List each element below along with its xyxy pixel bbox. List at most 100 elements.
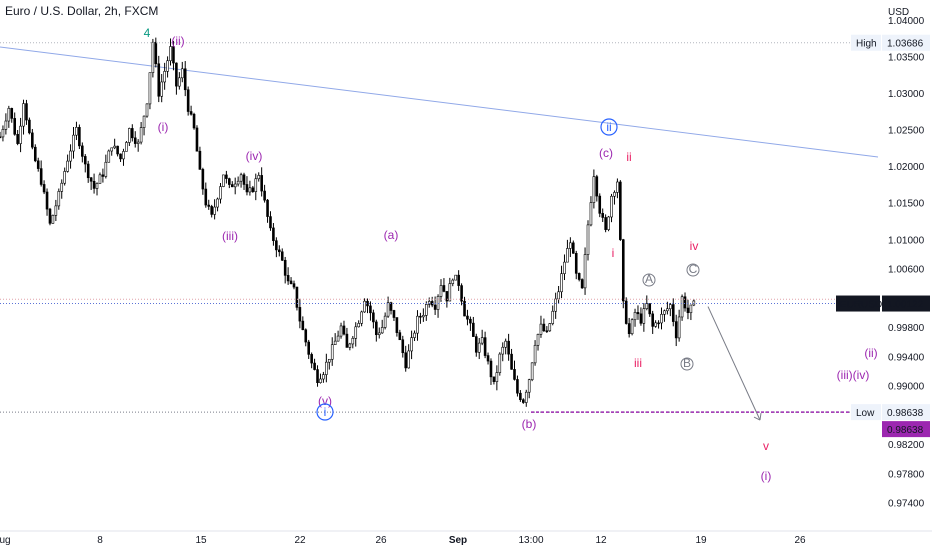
candle[interactable]	[263, 184, 266, 203]
candle[interactable]	[607, 215, 610, 232]
candle[interactable]	[495, 365, 499, 391]
projection-arrow[interactable]	[707, 306, 761, 421]
candle[interactable]	[254, 173, 258, 201]
candle[interactable]	[377, 327, 381, 339]
candle[interactable]	[33, 144, 37, 163]
candle[interactable]	[66, 154, 69, 173]
candle[interactable]	[510, 348, 513, 370]
candle[interactable]	[230, 181, 234, 188]
candle[interactable]	[442, 278, 446, 293]
candle[interactable]	[692, 299, 696, 307]
candle[interactable]	[627, 317, 631, 338]
candle[interactable]	[16, 130, 19, 146]
candle[interactable]	[657, 320, 660, 329]
candle[interactable]	[392, 309, 396, 322]
candle[interactable]	[280, 248, 284, 262]
candle[interactable]	[413, 330, 416, 342]
candle[interactable]	[404, 345, 408, 372]
candle[interactable]	[536, 333, 540, 351]
candle[interactable]	[163, 62, 166, 90]
candle[interactable]	[448, 277, 452, 302]
wave-label[interactable]: (i)	[158, 120, 169, 134]
candle[interactable]	[0, 131, 2, 139]
candle[interactable]	[613, 190, 616, 205]
candle[interactable]	[589, 196, 593, 227]
candle[interactable]	[236, 176, 240, 187]
candle[interactable]	[333, 333, 337, 345]
wave-label[interactable]: i	[316, 403, 334, 421]
candle[interactable]	[671, 298, 675, 327]
candle[interactable]	[139, 122, 143, 145]
wave-label[interactable]: ii	[600, 118, 618, 136]
candle[interactable]	[325, 353, 328, 383]
candle[interactable]	[104, 154, 108, 179]
candle[interactable]	[1, 125, 5, 142]
candle[interactable]	[25, 99, 28, 125]
candle[interactable]	[530, 362, 534, 382]
candle[interactable]	[110, 147, 114, 156]
wave-label[interactable]: iv	[690, 239, 699, 253]
candle[interactable]	[621, 238, 625, 309]
candle[interactable]	[119, 153, 122, 163]
wave-label[interactable]: (c)	[599, 146, 613, 160]
candle[interactable]	[336, 330, 340, 342]
candle[interactable]	[601, 208, 605, 222]
wave-label[interactable]: (b)	[522, 417, 537, 431]
candle[interactable]	[83, 154, 87, 173]
candle[interactable]	[466, 309, 469, 326]
candle[interactable]	[51, 214, 55, 224]
candle[interactable]	[460, 283, 463, 306]
candle[interactable]	[348, 342, 352, 351]
candle[interactable]	[260, 167, 263, 197]
candle[interactable]	[92, 173, 96, 194]
candle[interactable]	[122, 148, 125, 166]
candle[interactable]	[60, 179, 64, 199]
candle[interactable]	[125, 141, 128, 152]
wave-label[interactable]: (ii)	[171, 34, 184, 48]
candle[interactable]	[95, 182, 99, 196]
candle[interactable]	[645, 295, 649, 311]
candle[interactable]	[669, 302, 672, 317]
candle[interactable]	[583, 247, 587, 295]
candle[interactable]	[48, 207, 52, 226]
candle[interactable]	[128, 127, 131, 147]
candle[interactable]	[277, 245, 281, 257]
candle[interactable]	[322, 371, 325, 383]
candle[interactable]	[383, 312, 387, 330]
candle[interactable]	[225, 170, 228, 184]
candle[interactable]	[422, 308, 425, 322]
candle[interactable]	[54, 199, 58, 222]
candle[interactable]	[389, 301, 393, 315]
candle[interactable]	[410, 330, 413, 360]
candle[interactable]	[610, 193, 613, 223]
candle[interactable]	[4, 113, 8, 135]
candle[interactable]	[566, 239, 569, 263]
candle[interactable]	[604, 214, 607, 233]
candle[interactable]	[313, 358, 316, 371]
candle[interactable]	[166, 56, 169, 78]
candle[interactable]	[571, 240, 575, 254]
candle[interactable]	[548, 322, 552, 332]
candle[interactable]	[198, 146, 202, 170]
candle[interactable]	[316, 365, 319, 387]
candle[interactable]	[57, 188, 61, 210]
candle[interactable]	[310, 352, 313, 369]
candle[interactable]	[560, 265, 563, 299]
candle[interactable]	[477, 337, 481, 360]
candle[interactable]	[222, 174, 225, 188]
candle[interactable]	[689, 304, 693, 321]
candle[interactable]	[257, 172, 261, 182]
candle[interactable]	[683, 292, 687, 312]
candle[interactable]	[686, 299, 690, 320]
candle[interactable]	[172, 40, 175, 71]
candle[interactable]	[616, 178, 619, 199]
candle[interactable]	[101, 168, 105, 183]
candle[interactable]	[666, 301, 669, 315]
candle[interactable]	[28, 117, 31, 135]
candle[interactable]	[292, 280, 296, 290]
candle[interactable]	[19, 117, 22, 153]
candle[interactable]	[372, 309, 375, 329]
candle[interactable]	[542, 318, 546, 333]
candle[interactable]	[195, 125, 199, 152]
